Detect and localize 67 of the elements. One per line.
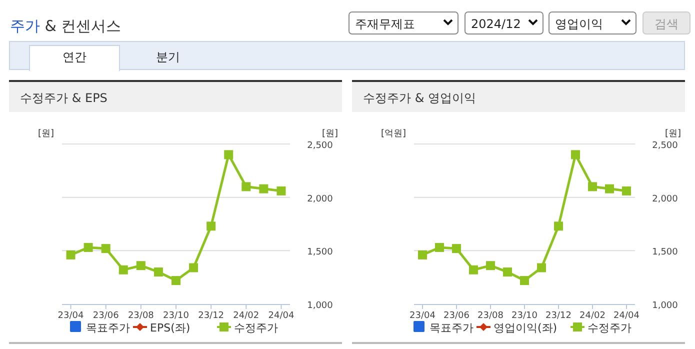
x-tick-label: 24/04 bbox=[268, 311, 294, 321]
x-tick-label: 23/06 bbox=[444, 311, 470, 321]
point bbox=[435, 242, 444, 252]
point bbox=[224, 150, 234, 160]
point bbox=[276, 186, 286, 196]
text: 2024/12 bbox=[471, 17, 521, 31]
y2-tick-label: 1,000 bbox=[652, 301, 678, 311]
y2-tick-label: 1,000 bbox=[307, 301, 334, 311]
point bbox=[189, 263, 198, 272]
point bbox=[520, 276, 529, 286]
x-tick-label: 24/02 bbox=[233, 311, 260, 321]
y2-tick-label: 2,000 bbox=[307, 194, 334, 204]
y2-tick-label: 2,500 bbox=[652, 141, 678, 151]
point bbox=[452, 244, 461, 254]
y2-tick-label: 2,000 bbox=[652, 194, 678, 204]
legend-label: 영업이익(좌) bbox=[494, 322, 558, 334]
legend-label: 수정주가 bbox=[234, 322, 278, 334]
point bbox=[605, 184, 614, 194]
chart-title: 수정주가 & 영업이익 bbox=[363, 91, 476, 105]
x-tick-label: 23/04 bbox=[58, 311, 84, 321]
x-tick-label: 23/12 bbox=[198, 311, 224, 321]
y2-tick-label: 1,500 bbox=[652, 248, 678, 258]
text: 연간 bbox=[62, 50, 86, 64]
point bbox=[469, 265, 478, 274]
point bbox=[537, 263, 546, 272]
point bbox=[136, 261, 146, 270]
text: 검색 bbox=[654, 17, 678, 31]
x-tick-label: 23/04 bbox=[410, 311, 436, 321]
chart-title: 수정주가 & EPS bbox=[20, 91, 108, 105]
point bbox=[486, 261, 495, 270]
point bbox=[118, 265, 128, 274]
point bbox=[503, 268, 512, 276]
point bbox=[84, 242, 93, 252]
point bbox=[259, 184, 268, 194]
legend-label: 수정주가 bbox=[588, 322, 632, 334]
x-tick-label: 24/04 bbox=[614, 311, 640, 321]
point bbox=[622, 186, 631, 196]
text: 주재무제표 bbox=[355, 17, 415, 31]
point bbox=[588, 182, 597, 192]
x-tick-label: 24/02 bbox=[580, 311, 606, 321]
point bbox=[154, 268, 163, 276]
x-tick-label: 23/10 bbox=[163, 311, 190, 321]
x-tick-label: 23/12 bbox=[546, 311, 572, 321]
y2-axis-title: [원] bbox=[322, 129, 338, 139]
legend-label: 목표주가 bbox=[86, 322, 130, 334]
legend-label: EPS(좌) bbox=[150, 322, 190, 334]
y-axis-title: [원] bbox=[38, 129, 54, 139]
y-axis-title: [억원] bbox=[380, 129, 406, 139]
point bbox=[571, 150, 580, 160]
point bbox=[101, 244, 110, 254]
x-tick-label: 23/08 bbox=[478, 311, 504, 321]
y2-axis-title: [원] bbox=[664, 129, 681, 139]
point bbox=[206, 222, 216, 231]
text: 분기 bbox=[156, 50, 180, 64]
legend-label: 목표주가 bbox=[430, 322, 474, 334]
x-tick-label: 23/08 bbox=[128, 311, 154, 321]
point bbox=[242, 182, 251, 192]
y2-tick-label: 1,500 bbox=[307, 248, 334, 258]
y2-tick-label: 2,500 bbox=[307, 141, 334, 151]
point bbox=[172, 276, 180, 286]
point bbox=[554, 222, 563, 231]
point bbox=[418, 250, 427, 260]
text: 영업이익 bbox=[555, 17, 603, 31]
x-tick-label: 23/06 bbox=[92, 311, 120, 321]
x-tick-label: 23/10 bbox=[512, 311, 538, 321]
point bbox=[66, 250, 76, 260]
text: 주가 & 컨센서스 bbox=[10, 17, 122, 35]
